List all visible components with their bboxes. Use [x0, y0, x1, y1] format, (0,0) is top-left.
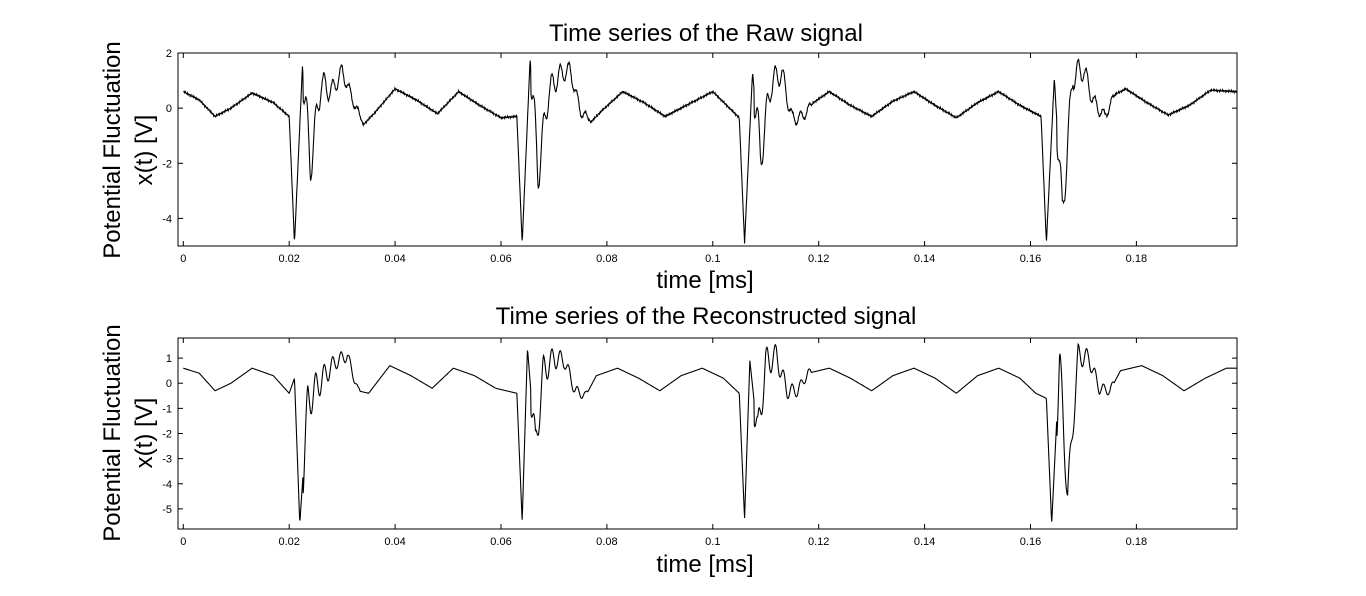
x-tick-label: 0.06: [490, 536, 511, 548]
x-tick-label: 0.16: [1020, 536, 1041, 548]
x-tick-label: 0: [180, 253, 186, 265]
y-tick-label: -5: [162, 504, 172, 516]
x-tick-label: 0.14: [914, 536, 935, 548]
tick-marks: [178, 338, 1237, 529]
x-tick-label: 0: [180, 536, 186, 548]
x-tick-label: 0.16: [1020, 253, 1041, 265]
x-tick-labels: 0 0.02 0.04 0.06 0.08 0.1 0.12 0.14 0.16 0.18: [180, 253, 1147, 265]
reconstructed-signal-panel: Time series of the Reconstructed signal …: [99, 303, 1238, 578]
y-tick-labels: -4 -2 0 2: [162, 48, 172, 225]
y-tick-label: 1: [166, 353, 172, 365]
x-tick-label: 0.04: [384, 253, 405, 265]
x-tick-label: 0.04: [384, 536, 405, 548]
plot-area: [177, 337, 1238, 530]
x-tick-label: 0.18: [1126, 536, 1147, 548]
y-tick-labels: -5 -4 -3 -2 -1 0 1: [162, 353, 172, 516]
x-tick-label: 0.14: [914, 253, 935, 265]
signal-line: [183, 342, 1237, 522]
x-tick-label: 0.06: [490, 253, 511, 265]
x-tick-label: 0.02: [278, 536, 299, 548]
y-tick-label: 0: [166, 103, 172, 115]
x-tick-label: 0.1: [705, 536, 720, 548]
x-tick-label: 0.08: [596, 536, 617, 548]
chart-title: Time series of the Reconstructed signal: [496, 303, 917, 330]
series-trace: [183, 342, 1237, 522]
series-trace: [183, 58, 1238, 244]
plot-area: [177, 52, 1238, 247]
y-tick-label: -4: [162, 213, 172, 225]
signal-line: [183, 58, 1238, 244]
x-axis-label: time [ms]: [656, 551, 753, 578]
y-axis-label-line1: Potential Fluctuation: [99, 41, 126, 258]
y-tick-label: -2: [162, 158, 172, 170]
x-tick-label: 0.08: [596, 253, 617, 265]
x-tick-labels: 0 0.02 0.04 0.06 0.08 0.1 0.12 0.14 0.16 0.18: [180, 536, 1147, 548]
tick-marks: [178, 52, 1237, 246]
y-axis-label-line1: Potential Fluctuation: [99, 324, 126, 541]
y-tick-label: -1: [162, 403, 172, 415]
y-axis-label-line2: x(t) [V]: [131, 115, 158, 186]
x-axis-label: time [ms]: [656, 267, 753, 294]
y-tick-label: -4: [162, 479, 172, 491]
y-tick-label: 0: [166, 378, 172, 390]
y-axis-label-line2: x(t) [V]: [131, 398, 158, 469]
raw-signal-panel: Time series of the Raw signal 0 0.02 0.04 0…: [99, 20, 1238, 294]
x-tick-label: 0.12: [808, 536, 829, 548]
y-tick-label: -2: [162, 429, 172, 441]
x-tick-label: 0.12: [808, 253, 829, 265]
x-tick-label: 0.02: [278, 253, 299, 265]
chart-title: Time series of the Raw signal: [549, 20, 863, 47]
y-tick-label: 2: [166, 48, 172, 60]
x-tick-label: 0.1: [705, 253, 720, 265]
x-tick-label: 0.18: [1126, 253, 1147, 265]
y-tick-label: -3: [162, 454, 172, 466]
